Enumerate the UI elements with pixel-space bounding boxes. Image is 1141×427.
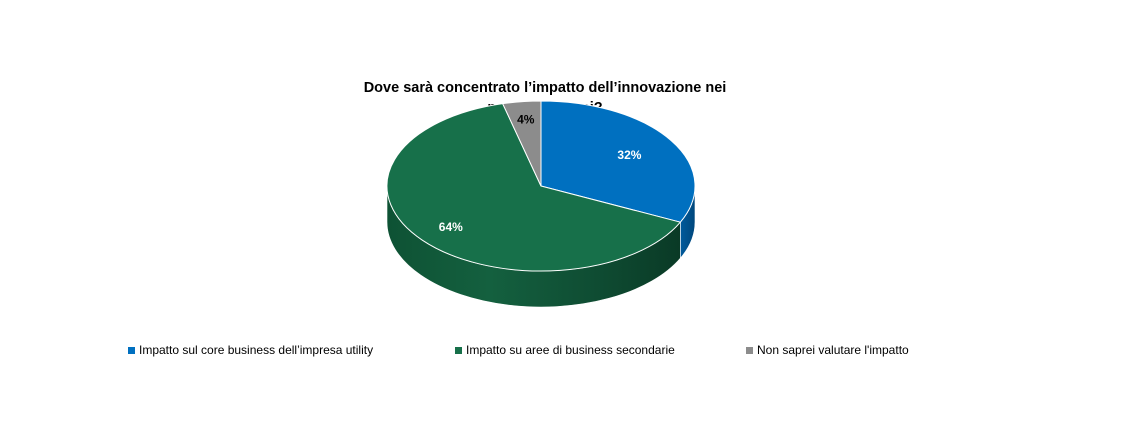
pie-slice-non-saprei	[502, 100, 542, 187]
legend-label-core-business: Impatto sul core business dell’impresa u…	[139, 343, 374, 357]
pie-top-faces	[386, 100, 696, 272]
legend-swatch-non-saprei	[746, 346, 753, 354]
chart-title-line-1: Dove sarà concentrato l’impatto dell’inn…	[363, 80, 727, 96]
legend: Impatto sul core business dell’impresa u…	[0, 343, 1141, 361]
data-label-core-business: 32%	[617, 148, 641, 162]
pie-data-labels: 32% 64% 4%	[439, 112, 642, 234]
data-label-non-saprei: 4%	[517, 112, 535, 126]
legend-swatch-core-business	[128, 346, 135, 354]
pie-slice-secondary-business	[386, 103, 681, 272]
legend-item-core-business: Impatto sul core business dell’impresa u…	[128, 343, 373, 357]
legend-label-secondary-business: Impatto su aree di business secondarie	[466, 343, 675, 357]
legend-item-non-saprei: Non saprei valutare l'impatto	[746, 343, 909, 357]
legend-item-secondary-business: Impatto su aree di business secondarie	[455, 343, 675, 357]
pie-slice-core-business	[540, 100, 696, 223]
legend-label-non-saprei: Non saprei valutare l'impatto	[757, 343, 909, 357]
legend-swatch-secondary-business	[455, 346, 462, 354]
data-label-secondary-business: 64%	[439, 220, 463, 234]
